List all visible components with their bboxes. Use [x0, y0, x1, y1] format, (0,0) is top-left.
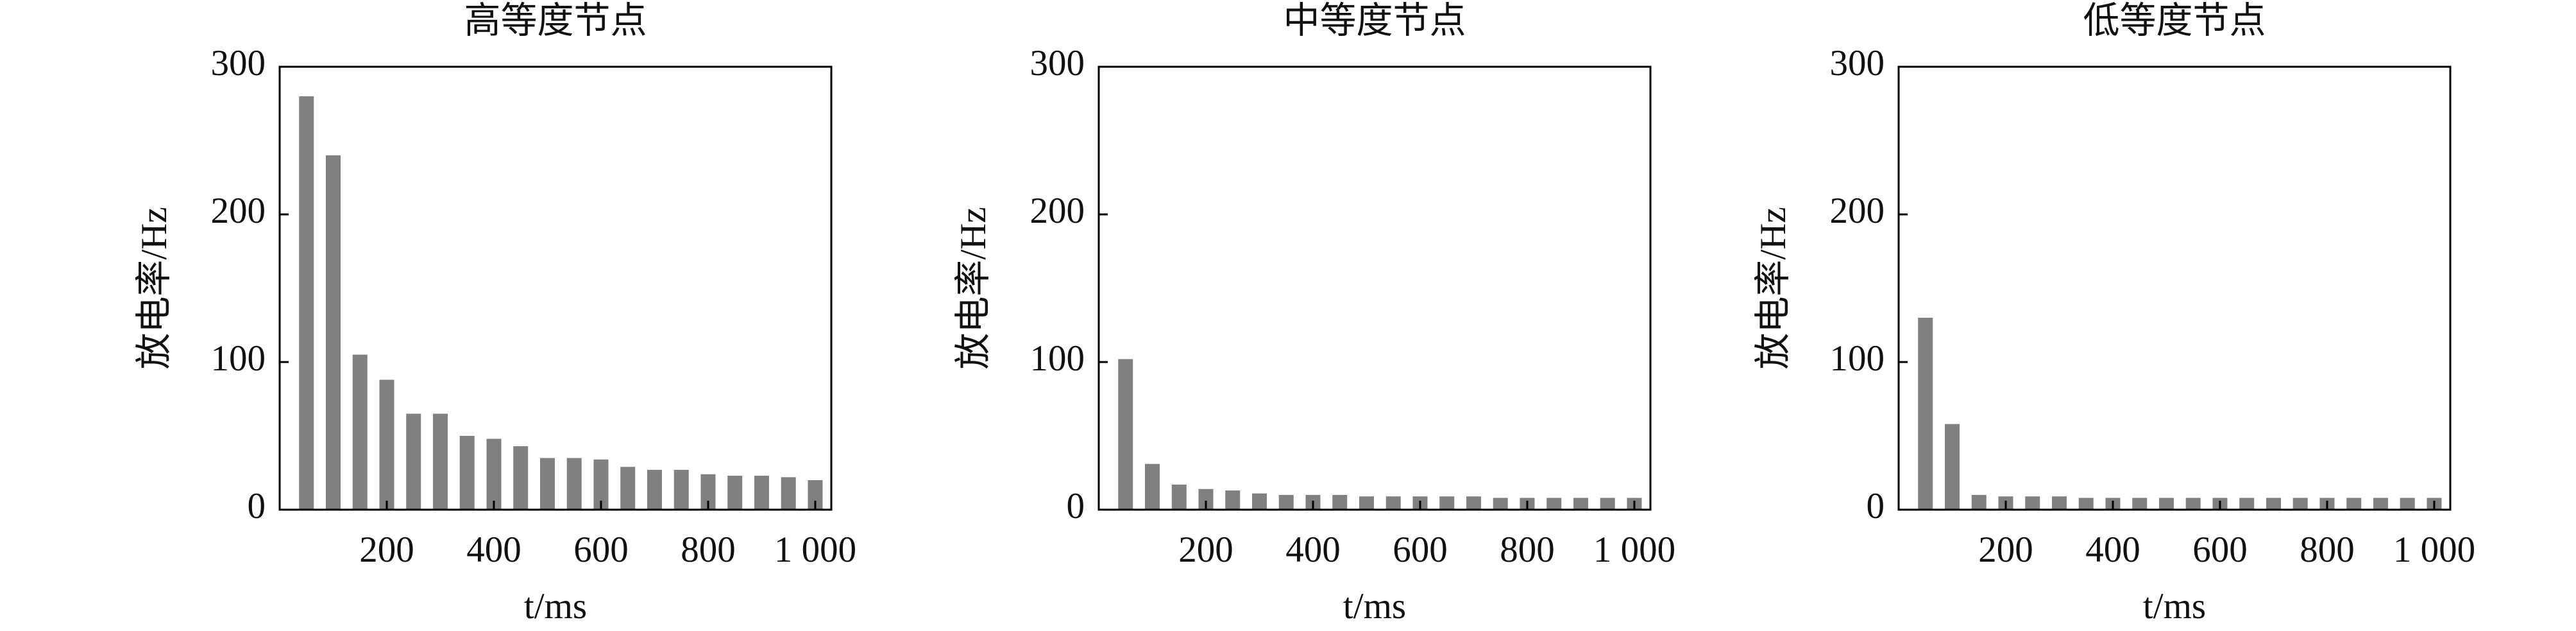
bar — [727, 476, 743, 510]
y-tick-label: 300 — [1830, 43, 1885, 83]
bar — [379, 379, 394, 510]
x-tick-label: 200 — [1978, 530, 2033, 570]
y-tick-label: 100 — [1830, 338, 1885, 379]
bar — [1359, 496, 1374, 510]
bar — [299, 96, 314, 510]
x-tick-label: 400 — [2085, 530, 2140, 570]
bar — [1466, 496, 1481, 510]
bar — [2025, 496, 2040, 510]
bar — [1118, 359, 1133, 510]
y-tick-label: 300 — [211, 43, 266, 83]
x-axis-label: t/ms — [2143, 586, 2206, 627]
bar — [2373, 497, 2388, 510]
bar — [1332, 495, 1348, 510]
bar — [1546, 497, 1562, 510]
bar — [2078, 497, 2094, 510]
bar — [2239, 497, 2255, 510]
y-tick-label: 0 — [1867, 486, 1885, 526]
bar — [1198, 488, 1214, 510]
bar — [352, 354, 368, 510]
bar — [2051, 496, 2067, 510]
bar — [1251, 493, 1267, 510]
bar — [432, 413, 448, 510]
bar — [1918, 318, 1933, 510]
bar — [2132, 497, 2148, 510]
y-tick-label: 100 — [211, 338, 266, 379]
bar — [2346, 497, 2362, 510]
bar — [325, 155, 341, 510]
bar — [2292, 497, 2308, 510]
bar — [1144, 463, 1160, 510]
plot-frame — [1097, 65, 1652, 511]
bar — [1171, 484, 1187, 510]
y-tick-label: 100 — [1030, 338, 1085, 379]
x-axis-label: t/ms — [524, 586, 587, 627]
x-tick-label: 400 — [466, 530, 521, 570]
bar — [566, 458, 582, 510]
x-tick-label: 200 — [1178, 530, 1233, 570]
x-tick-label: 400 — [1285, 530, 1341, 570]
bar — [406, 413, 421, 510]
x-tick-label: 800 — [1500, 530, 1555, 570]
chart-title: 中等度节点 — [1284, 1, 1466, 41]
y-axis-label: 放电率/Hz — [1753, 207, 1793, 369]
bar — [1944, 424, 1960, 510]
plot-frame — [278, 65, 833, 511]
bar — [781, 477, 796, 510]
bar — [593, 459, 609, 510]
bar — [1573, 497, 1588, 510]
y-tick-label: 0 — [248, 486, 266, 526]
y-tick-label: 200 — [1030, 191, 1085, 231]
y-axis-label: 放电率/Hz — [953, 207, 994, 369]
bar — [1385, 496, 1401, 510]
x-tick-label: 600 — [573, 530, 629, 570]
bar — [2400, 497, 2415, 510]
y-tick-label: 300 — [1030, 43, 1085, 83]
x-axis-label: t/ms — [1343, 586, 1406, 627]
y-axis-label: 放电率/Hz — [134, 207, 174, 369]
y-tick-label: 200 — [1830, 191, 1885, 231]
bar — [513, 446, 529, 510]
bar — [486, 438, 502, 510]
bar — [754, 476, 769, 510]
bar — [620, 467, 636, 510]
bar — [1225, 490, 1241, 510]
bar — [700, 474, 716, 510]
x-tick-label: 1 000 — [774, 530, 856, 570]
bar — [1971, 495, 1987, 510]
bar — [1439, 496, 1455, 510]
plot-frame — [1897, 65, 2452, 511]
x-tick-label: 1 000 — [1593, 530, 1675, 570]
bar — [539, 458, 555, 510]
y-tick-label: 0 — [1067, 486, 1085, 526]
x-tick-label: 600 — [2192, 530, 2248, 570]
bar — [808, 480, 823, 510]
bar — [1278, 495, 1294, 510]
bar — [647, 469, 662, 510]
x-tick-label: 800 — [681, 530, 736, 570]
x-tick-label: 1 000 — [2393, 530, 2475, 570]
x-tick-label: 200 — [359, 530, 414, 570]
chart-title: 低等度节点 — [2083, 1, 2266, 41]
x-tick-label: 600 — [1393, 530, 1448, 570]
y-tick-label: 200 — [211, 191, 266, 231]
chart-title: 高等度节点 — [464, 1, 647, 41]
bar — [459, 436, 475, 510]
bar — [1600, 497, 1615, 510]
bar — [2266, 497, 2281, 510]
x-tick-label: 800 — [2300, 530, 2355, 570]
bar — [2158, 497, 2174, 510]
bar — [1493, 497, 1508, 510]
bar — [674, 469, 689, 510]
bar — [2185, 497, 2201, 510]
